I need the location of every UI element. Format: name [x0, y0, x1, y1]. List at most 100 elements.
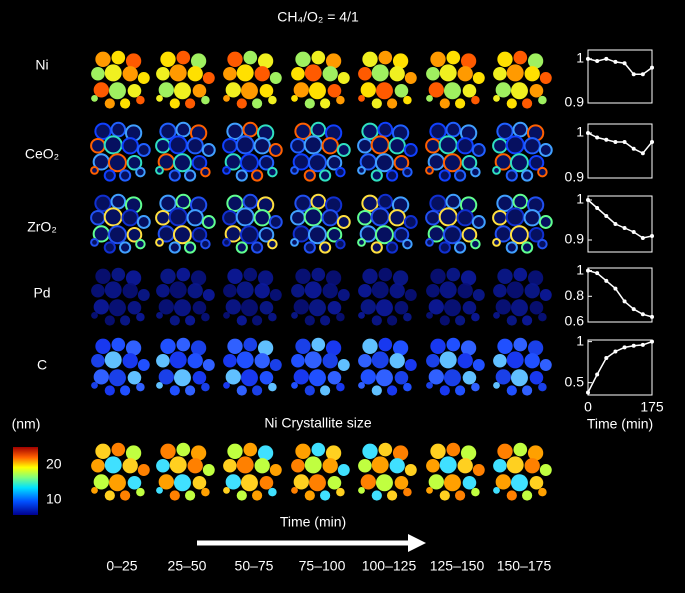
particle	[438, 241, 451, 254]
particle	[456, 209, 474, 227]
particle	[510, 474, 528, 492]
y-tick-label: 0.6	[565, 313, 585, 329]
particle	[505, 169, 518, 182]
particle	[160, 338, 176, 354]
particle	[127, 300, 142, 315]
particle	[442, 153, 462, 173]
particle	[169, 281, 187, 299]
particle	[202, 359, 215, 371]
particle	[235, 169, 248, 182]
particle	[438, 169, 451, 182]
particle	[404, 464, 417, 476]
particle	[358, 283, 372, 298]
particle	[358, 353, 372, 368]
particle	[259, 475, 274, 490]
particle	[93, 474, 109, 490]
data-point	[640, 236, 645, 240]
particle	[472, 464, 485, 476]
particle	[357, 238, 366, 247]
particle	[308, 82, 326, 100]
particle	[257, 445, 274, 461]
particle	[506, 385, 517, 396]
particle	[523, 209, 541, 227]
particle	[169, 315, 180, 326]
particle	[493, 95, 500, 102]
particle	[460, 340, 477, 356]
row-label: C	[37, 357, 47, 373]
particle	[253, 137, 271, 155]
particle	[325, 340, 342, 356]
data-point	[613, 349, 618, 354]
particle	[290, 137, 306, 154]
particle	[223, 95, 230, 102]
particle	[257, 53, 274, 69]
particle	[136, 215, 151, 229]
data-point	[631, 72, 636, 77]
x-tick-label: 0	[584, 399, 592, 415]
particle	[336, 382, 345, 392]
particle	[326, 226, 343, 243]
particle	[258, 154, 275, 171]
particle	[523, 137, 541, 155]
particle	[337, 464, 350, 476]
particle	[227, 51, 243, 67]
particle	[236, 456, 254, 474]
y-tick-label: 1	[576, 191, 584, 207]
particle	[327, 475, 342, 490]
particle	[470, 166, 481, 178]
particle	[492, 209, 508, 226]
particle	[258, 226, 275, 243]
particle	[303, 241, 316, 254]
particle	[425, 238, 434, 247]
particle	[184, 169, 197, 182]
particle	[122, 283, 138, 299]
particle	[371, 490, 382, 501]
particle	[370, 241, 383, 254]
particle	[104, 64, 122, 82]
particle	[90, 137, 106, 154]
particle	[225, 474, 241, 490]
particle	[242, 121, 259, 138]
particle	[308, 474, 326, 492]
particle	[311, 267, 326, 282]
particle	[119, 241, 132, 254]
chart-frame	[587, 49, 653, 104]
particle	[457, 353, 473, 369]
particle	[91, 283, 105, 298]
particle	[335, 166, 346, 178]
particle	[104, 351, 122, 369]
particle	[358, 487, 365, 494]
particle	[336, 95, 345, 105]
particle	[307, 153, 327, 173]
particle	[111, 50, 126, 65]
particle	[90, 238, 99, 247]
particle	[402, 166, 413, 178]
particle	[169, 385, 180, 396]
particle	[524, 353, 540, 369]
particle	[176, 442, 191, 457]
data-point	[650, 339, 654, 344]
particle	[454, 241, 467, 254]
particle	[506, 456, 524, 474]
particle	[200, 238, 211, 250]
chart-frame	[587, 195, 653, 253]
particle	[268, 487, 277, 497]
particle	[471, 95, 480, 105]
particle	[290, 238, 299, 247]
particle	[293, 299, 309, 315]
particle	[187, 283, 203, 299]
particle	[439, 456, 457, 474]
particle	[461, 226, 478, 243]
particle	[236, 64, 254, 82]
particle	[445, 121, 462, 138]
particle	[252, 385, 263, 396]
particle	[321, 209, 339, 227]
particle	[156, 458, 170, 473]
particle	[322, 66, 338, 82]
particle	[91, 487, 98, 494]
data-point	[586, 268, 590, 273]
particle	[155, 238, 164, 247]
row-label: CeO₂	[25, 146, 59, 162]
particle	[522, 490, 533, 501]
particle	[538, 312, 547, 322]
